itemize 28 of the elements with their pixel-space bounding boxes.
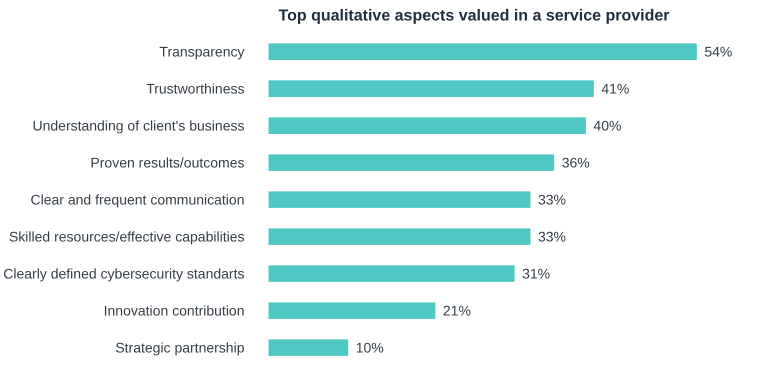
bar	[268, 43, 697, 60]
y-tick-label: Clear and frequent communication	[30, 192, 245, 208]
data-label: 10%	[356, 340, 384, 356]
bar	[268, 154, 554, 171]
y-tick-label: Trustworthiness	[146, 80, 245, 97]
bar	[268, 80, 594, 97]
data-label: 40%	[593, 118, 622, 134]
y-tick-label: Transparency	[159, 44, 245, 60]
bar	[268, 117, 586, 134]
data-label: 36%	[562, 154, 590, 171]
bar	[268, 228, 530, 245]
data-label: 31%	[522, 266, 550, 282]
bar	[268, 191, 530, 208]
y-tick-label: Understanding of client's business	[32, 118, 245, 134]
bar	[268, 302, 436, 319]
y-tick-label: Skilled resources/effective capabilities	[8, 228, 245, 245]
y-tick-label: Strategic partnership	[115, 340, 245, 356]
data-label: 54%	[704, 44, 732, 60]
chart-title: Top qualitative aspects valued in a service provider	[278, 8, 670, 24]
y-tick-label: Clearly defined cybersecurity standarts	[3, 266, 245, 282]
y-tick-label: Proven results/outcomes	[90, 154, 245, 171]
data-label: 33%	[538, 192, 566, 208]
data-label: 21%	[442, 302, 471, 319]
data-label: 33%	[538, 228, 566, 245]
y-tick-label: Innovation contribution	[104, 302, 244, 319]
bar	[268, 339, 348, 356]
data-label: 41%	[601, 80, 630, 97]
bar	[268, 265, 515, 282]
